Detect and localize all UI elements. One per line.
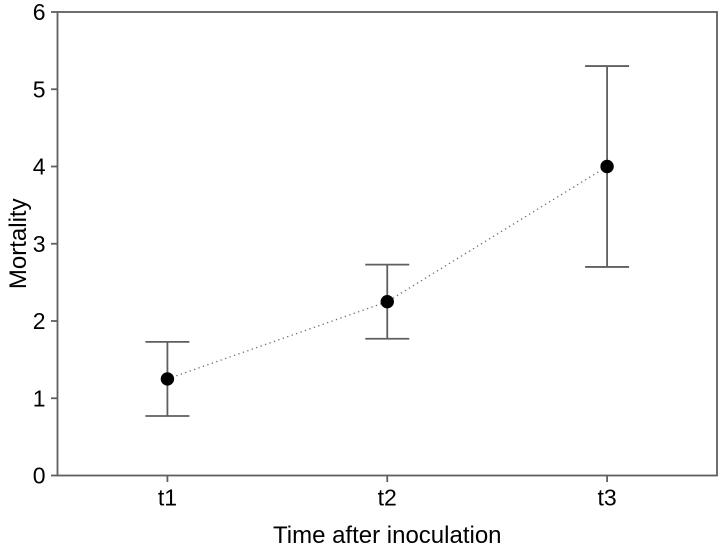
y-axis-tick-label: 5 [33,76,46,102]
plot-border [56,11,718,477]
x-axis-tick-label: t3 [597,485,616,511]
x-axis-tick-label: t1 [158,485,177,511]
y-axis-tick-label: 3 [33,231,46,257]
y-axis-tick-label: 6 [33,0,46,25]
data-point-marker [380,294,394,309]
y-axis-title: Mortality [5,198,32,289]
y-axis-tick-label: 2 [33,308,46,334]
y-axis-tick-label: 0 [33,463,46,489]
series-line [167,165,608,380]
x-axis-tick-label: t2 [378,485,397,511]
data-point-marker [600,159,614,174]
x-axis-title: Time after inoculation [273,522,502,549]
data-point-marker [160,372,175,386]
y-axis-tick-label: 1 [33,385,46,411]
y-axis-tick-label: 4 [33,154,46,180]
